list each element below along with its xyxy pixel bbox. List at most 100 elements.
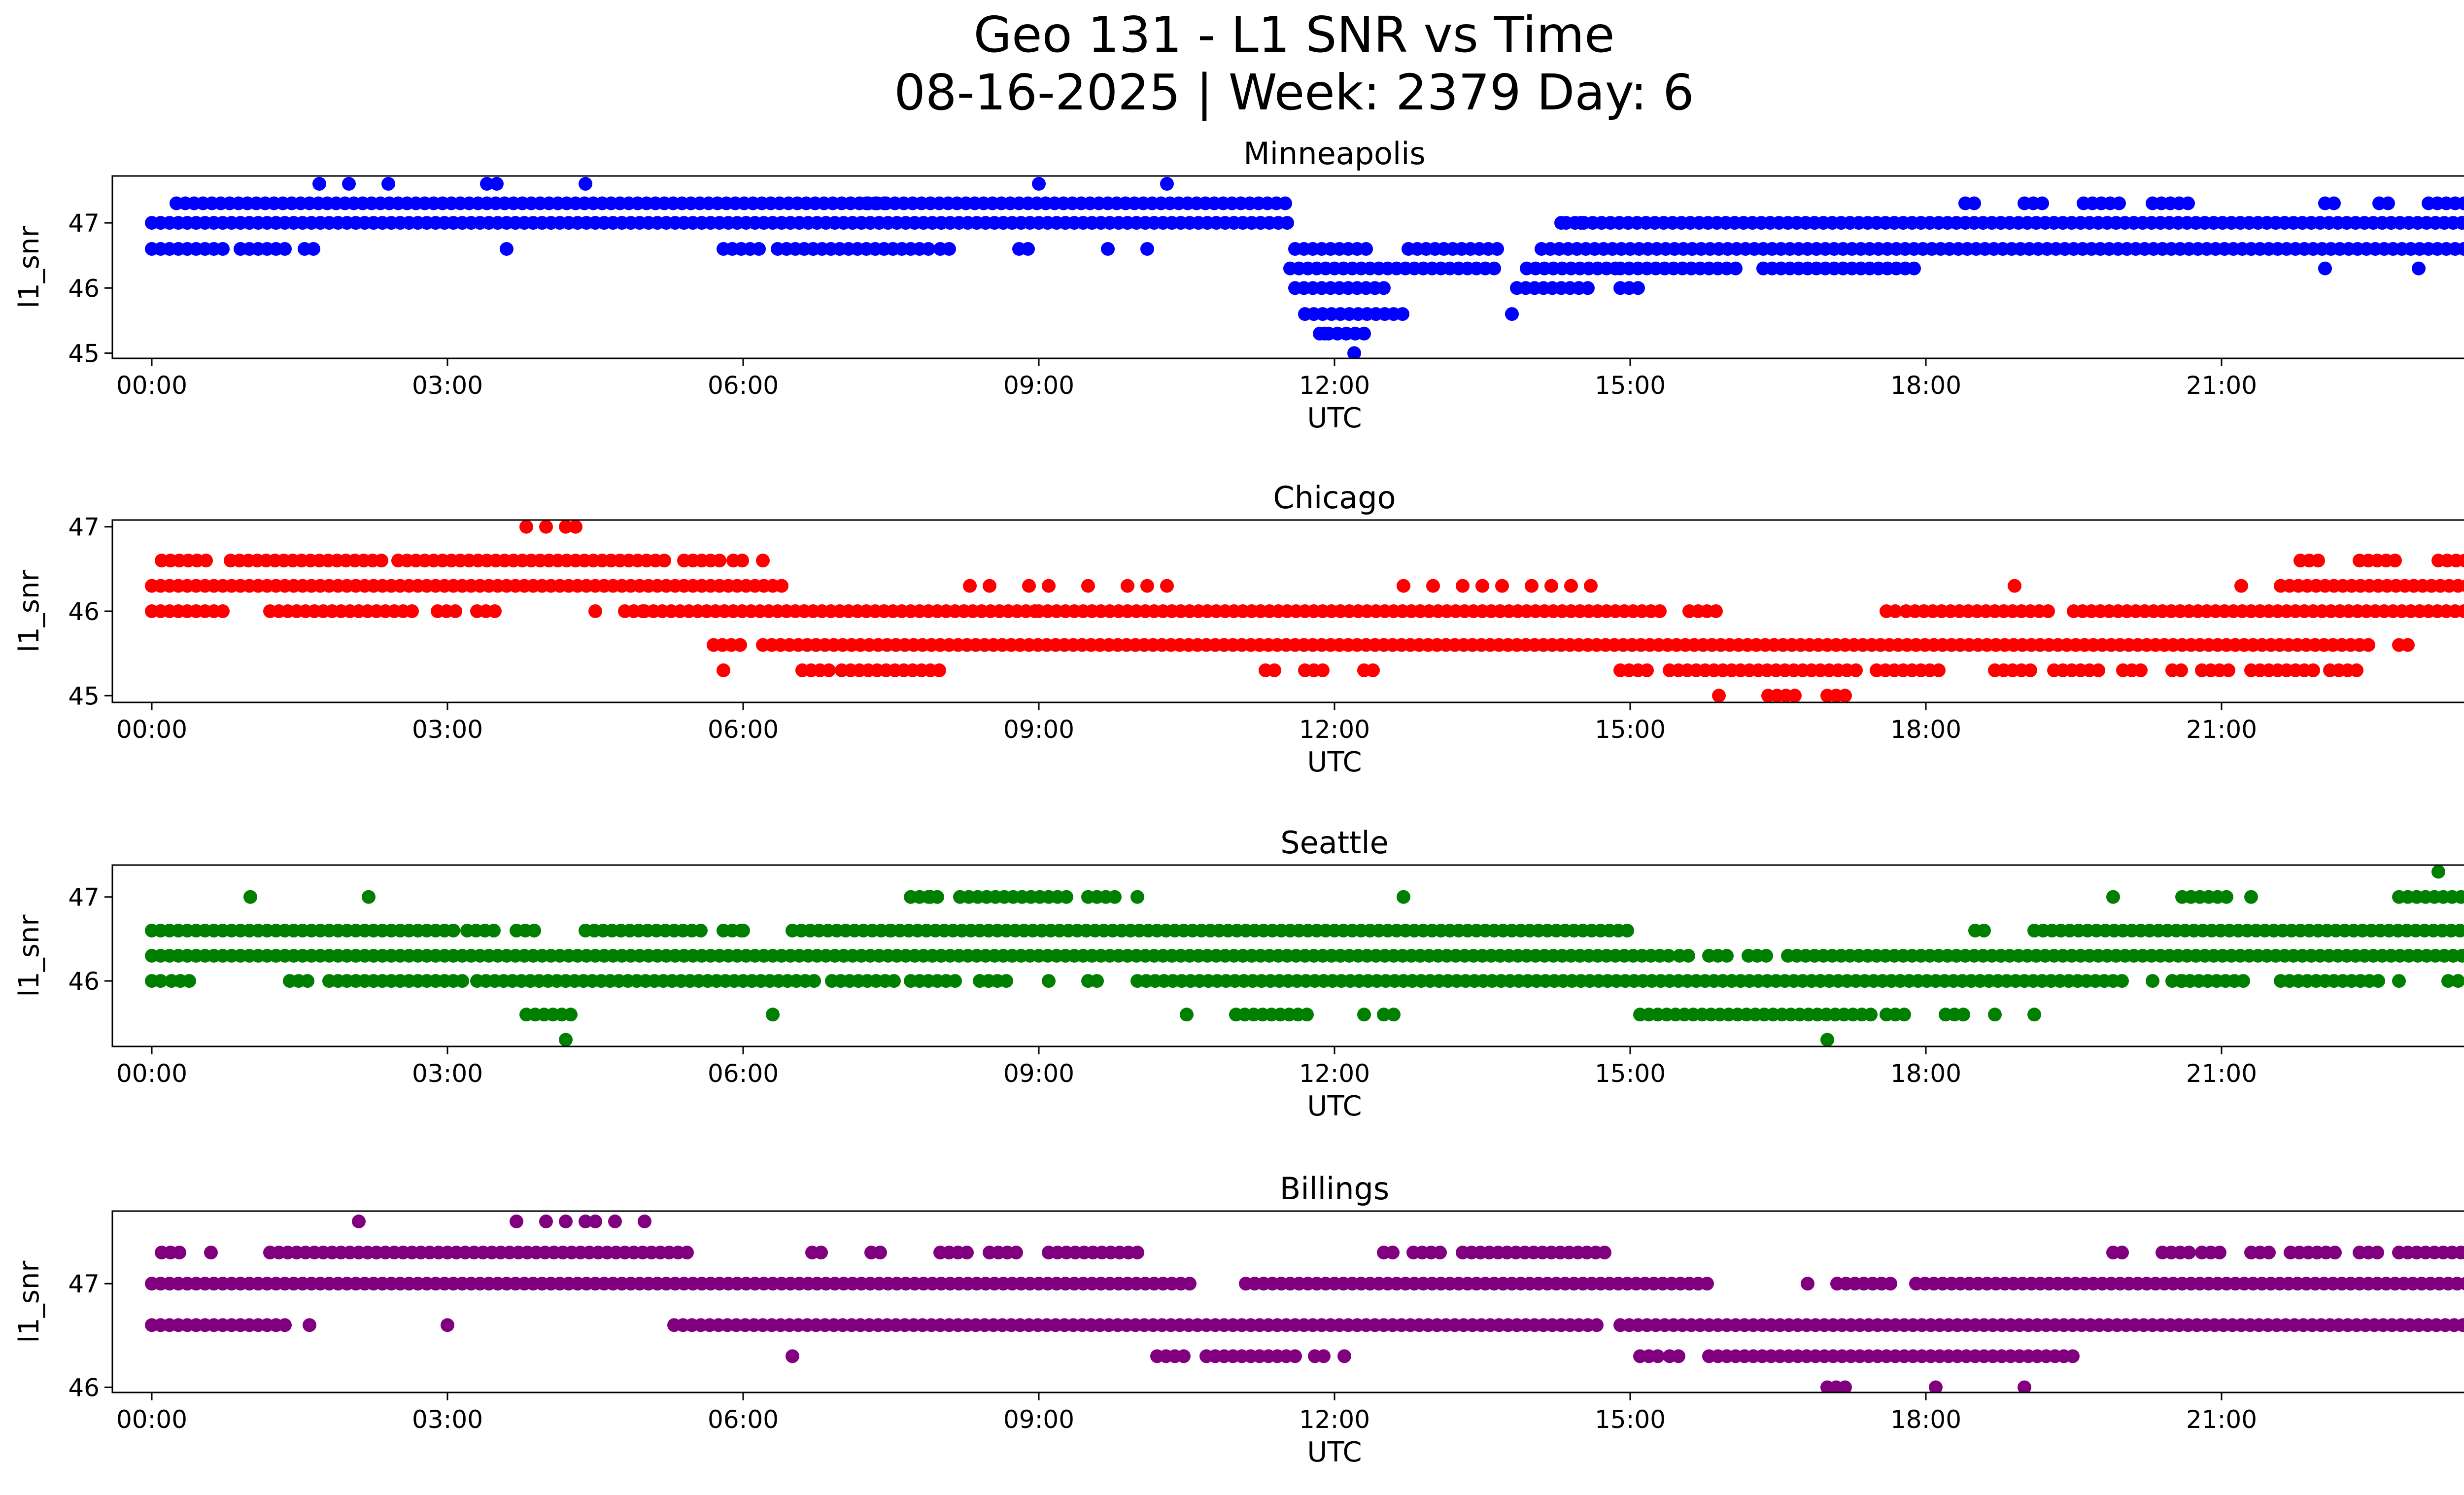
data-point [1883,1277,1897,1291]
data-point [733,638,747,652]
data-point [278,1318,292,1332]
data-point [1700,1277,1714,1291]
data-point [2174,663,2188,677]
data-marks [145,865,2464,1046]
data-point [2457,196,2464,210]
data-point [1121,579,1134,593]
data-point [2370,1246,2384,1260]
y-axis-label: l1_snr [13,570,45,653]
x-tick-label: 15:00 [1595,715,1666,744]
data-point [2041,604,2055,618]
data-point [301,974,314,988]
data-point [588,1215,602,1228]
data-point [2462,926,2464,936]
data-point [527,923,541,938]
data-point [2146,974,2159,988]
x-tick-label: 03:00 [412,715,483,744]
data-point [1584,579,1598,593]
x-tick-label: 00:00 [116,1405,187,1434]
x-tick-label: 18:00 [1890,371,1961,400]
data-point [1801,1277,1814,1291]
data-point [588,604,602,618]
data-point [2213,1246,2226,1260]
data-point [963,579,977,593]
x-tick-label: 06:00 [708,371,779,400]
data-point [948,974,962,988]
data-point [814,1246,828,1260]
x-tick-label: 00:00 [116,1059,187,1088]
data-point [352,1215,366,1228]
data-point [1729,261,1743,276]
data-point [2458,554,2464,568]
y-tick-label: 47 [68,883,100,912]
y-tick-label: 47 [68,1270,100,1298]
data-point [1042,579,1056,593]
data-point [2455,216,2464,230]
data-point [1060,890,1073,904]
data-point [362,890,376,904]
data-point [1888,604,1902,618]
x-tick-label: 18:00 [1890,1059,1961,1088]
data-point [2371,974,2385,988]
data-point [559,1215,573,1228]
data-point [204,1246,218,1260]
x-tick-label: 18:00 [1890,715,1961,744]
x-tick-label: 09:00 [1003,715,1074,744]
panel-minneapolis: Minneapolis 00:00 03:00 06:00 09:00 12:00 15:0… [13,136,2464,434]
data-point [2106,890,2120,904]
data-point [1397,579,1410,593]
data-marks [145,176,2464,358]
data-point [1487,261,1501,276]
data-point [680,1246,694,1260]
data-point [154,974,168,988]
data-point [2328,1246,2342,1260]
data-point [1598,1246,1611,1260]
data-point [2244,890,2258,904]
data-point [735,554,749,568]
data-point [786,1349,799,1363]
data-point [1967,196,1981,210]
data-point [1042,974,1056,988]
data-point [579,176,592,191]
data-point [2451,579,2464,593]
x-tick-label: 03:00 [412,371,483,400]
data-point [1318,326,1332,341]
data-point [2236,974,2250,988]
data-point [199,554,213,568]
figure-title-line-1: Geo 131 - L1 SNR vs Time [974,6,1615,64]
x-tick-label: 18:00 [1890,1405,1961,1434]
x-tick-label: 12:00 [1299,715,1370,744]
data-point [1672,1349,1685,1363]
data-point [1278,196,1292,210]
data-point [1475,579,1489,593]
data-point [775,579,788,593]
data-point [960,1246,974,1260]
data-point [2381,196,2395,210]
data-point [2456,1318,2464,1332]
data-point [1130,1246,1144,1260]
data-point [375,554,388,568]
data-point [1988,1008,2002,1022]
data-point [713,554,726,568]
data-point [2112,196,2126,210]
data-point [1631,281,1645,295]
data-point [2023,663,2037,677]
data-point [2234,579,2248,593]
data-point [1525,579,1539,593]
data-point [2181,196,2195,210]
data-point [638,1215,651,1228]
data-point [2451,974,2464,988]
data-point [2388,554,2402,568]
data-point [1505,307,1519,321]
y-tick-label: 45 [68,682,100,710]
x-tick-label: 21:00 [2186,1059,2257,1088]
data-point [1337,1349,1351,1363]
data-point [2066,1349,2080,1363]
y-axis-label: l1_snr [13,914,45,997]
panels: Minneapolis 00:00 03:00 06:00 09:00 12:00 15:0… [13,136,2464,1468]
x-tick-label: 12:00 [1299,1405,1370,1434]
x-axis-label: UTC [1307,1090,1362,1122]
data-point [1101,242,1115,256]
data-point [1108,890,1122,904]
data-point [2454,1246,2464,1260]
